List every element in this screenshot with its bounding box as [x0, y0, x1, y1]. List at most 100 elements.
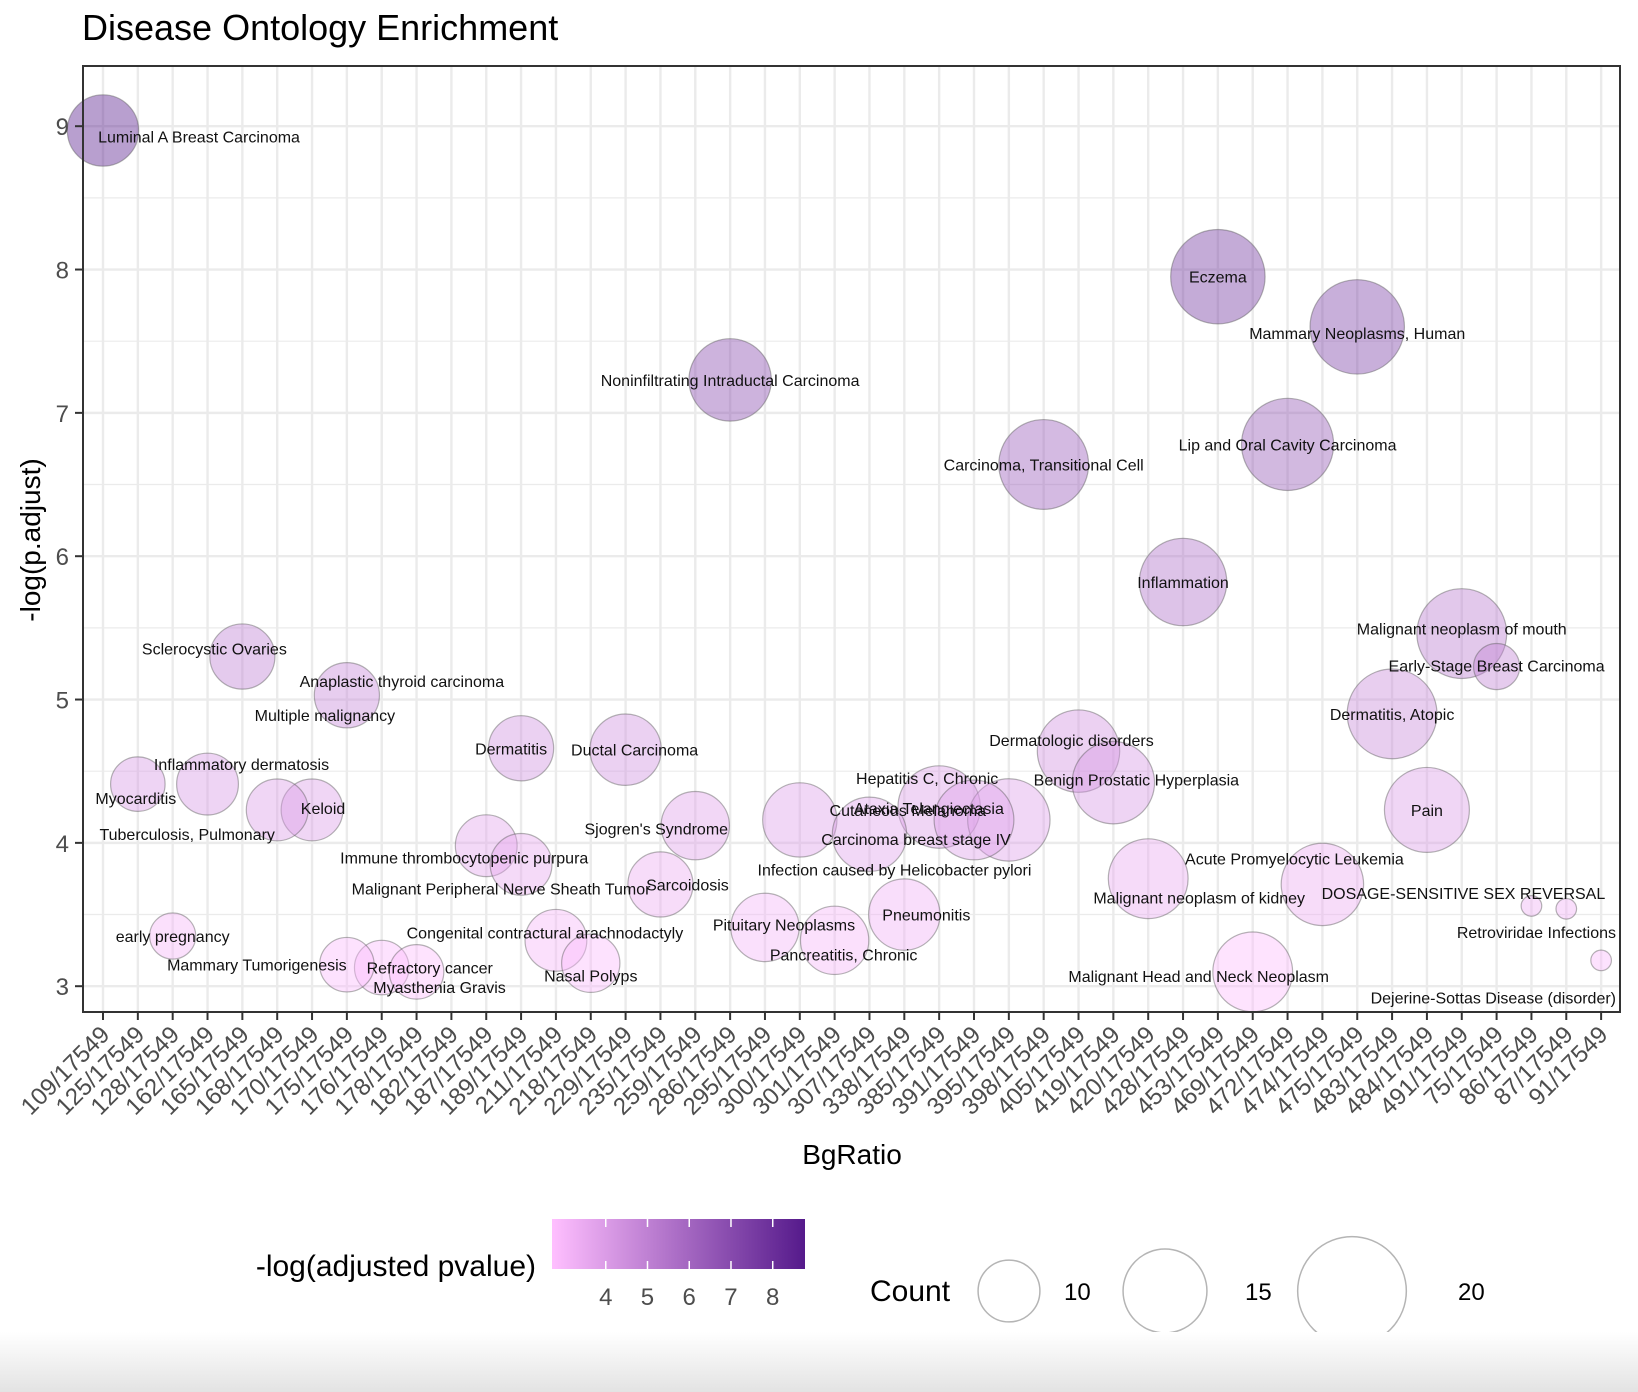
bubble-label: Multiple malignancy: [255, 708, 396, 725]
bubble-label: Ataxia Telangiectasia: [854, 801, 1004, 818]
bubble: [730, 892, 800, 963]
plot-area: [83, 66, 1620, 1012]
color-legend-title: -log(adjusted pvalue): [256, 1250, 536, 1283]
bubble: [209, 623, 276, 690]
bubble-label: Refractory cancer: [367, 961, 494, 978]
size-legend-circle: [1122, 1248, 1208, 1334]
bubble: [897, 765, 981, 849]
bubble: [1071, 740, 1156, 825]
y-tick-label: 4: [56, 831, 69, 858]
bubble-label: Infection caused by Helicobacter pylori: [758, 862, 1032, 879]
bubble-label: Carcinoma breast stage IV: [821, 832, 1011, 849]
bubble-label: Pancreatitis, Chronic: [770, 947, 918, 964]
bubble: [1555, 897, 1578, 920]
bubble: [176, 752, 240, 816]
bubble: [487, 715, 555, 782]
bubble: [1170, 228, 1266, 325]
bubble: [524, 908, 588, 972]
bubble-label: Sjogren's Syndrome: [584, 822, 728, 839]
color-legend-ticks: 4 5 6 7 8: [599, 1219, 779, 1311]
grid-lines: [83, 66, 1620, 1012]
bubble-label: Retroviridae Infections: [1457, 925, 1616, 942]
bubble: [66, 94, 140, 167]
bubble-label: Early-Stage Breast Carcinoma: [1389, 659, 1605, 676]
size-legend-label: 10: [1064, 1279, 1091, 1306]
color-legend-bar: [552, 1219, 805, 1269]
bubble-label: DOSAGE-SENSITIVE SEX REVERSAL: [1322, 886, 1606, 903]
bubble-label: early pregnancy: [116, 929, 230, 946]
bubble-label: Carcinoma, Transitional Cell: [944, 457, 1144, 474]
y-axis-label: -log(p.adjust): [15, 458, 46, 621]
bubble: [1107, 838, 1189, 920]
bubble-label: Inflammatory dermatosis: [154, 757, 329, 774]
bubble: [1590, 949, 1613, 972]
size-legend-label: 20: [1458, 1279, 1485, 1306]
bubble-label: Dermatitis: [475, 741, 547, 758]
window-bottom-shade: [0, 1332, 1638, 1392]
bubble-label: Luminal A Breast Carcinoma: [98, 130, 300, 147]
bubble-label: Noninfiltrating Intraductal Carcinoma: [601, 373, 860, 390]
plot-frame: [82, 65, 1621, 1013]
size-legend-circle: [977, 1259, 1041, 1323]
y-tick-label: 8: [56, 258, 69, 285]
bubble-label: Pain: [1411, 803, 1443, 820]
bubble-label: Sclerocystic Ovaries: [142, 642, 287, 659]
bubble: [933, 779, 1015, 861]
bubble: [353, 939, 410, 996]
bubble-label: Hepatitis C, Chronic: [856, 771, 998, 788]
y-tick-label: 9: [56, 114, 69, 141]
bubble-label: Benign Prostatic Hyperplasia: [1034, 773, 1240, 790]
bubble: [1280, 842, 1365, 927]
bubble: [1138, 537, 1228, 627]
size-legend: Count 10 15 20: [870, 1235, 1485, 1347]
size-legend-label: 15: [1245, 1279, 1272, 1306]
color-legend-tick-label: 8: [766, 1284, 779, 1311]
color-legend-tick-label: 7: [724, 1284, 737, 1311]
bubble: [313, 662, 381, 729]
bubble-label: Myocarditis: [95, 791, 176, 808]
size-legend-title: Count: [870, 1275, 951, 1308]
x-axis-ticks: 109/17549125/17549128/17549162/17549165/…: [16, 1012, 1613, 1120]
bubble-label: Dermatologic disorders: [989, 733, 1154, 750]
bubble-label: Malignant neoplasm of kidney: [1093, 891, 1305, 908]
bubble: [1346, 668, 1438, 760]
bubble: [1416, 588, 1508, 680]
bubble-label: Sarcoidosis: [646, 877, 729, 894]
bubble-label: Immune thrombocytopenic purpura: [340, 851, 588, 868]
bubble-label: Malignant Peripheral Nerve Sheath Tumor: [352, 881, 651, 898]
plot-border: [82, 65, 1621, 1013]
bubble: [998, 418, 1090, 510]
bubbles: [66, 94, 1613, 1013]
bubble-label: Pneumonitis: [882, 908, 970, 925]
y-tick-label: 3: [56, 974, 69, 1001]
plot-background: [83, 66, 1620, 1012]
bubble-label: Tuberculosis, Pulmonary: [99, 827, 274, 844]
bubble: [589, 713, 662, 786]
bubble-label: Cutaneous Melanoma: [830, 803, 987, 820]
bubble: [280, 778, 344, 842]
bubble: [831, 796, 908, 873]
bubble: [660, 790, 731, 861]
y-tick-label: 6: [56, 544, 69, 571]
bubble-labels: Luminal A Breast Carcinoma Eczema Mammary …: [95, 130, 1616, 1008]
bubble: [109, 756, 166, 812]
bubble-label: Myasthenia Gravis: [373, 980, 506, 997]
bubble: [967, 778, 1051, 862]
bubble-label: Dermatitis, Atopic: [1330, 707, 1454, 724]
size-legend-circle: [1296, 1235, 1408, 1347]
bubble-label: Dejerine-Sottas Disease (disorder): [1371, 990, 1616, 1007]
bubble-label: Eczema: [1189, 270, 1247, 287]
bubble-label: Nasal Polyps: [544, 968, 637, 985]
bubble-label: Congenital contractural arachnodactyly: [407, 925, 684, 942]
bubble-label: Lip and Oral Cavity Carcinoma: [1179, 437, 1397, 454]
bubble-label: Mammary Tumorigenesis: [167, 958, 347, 975]
bubble: [868, 878, 941, 951]
bubble-label: Anaplastic thyroid carcinoma: [300, 674, 505, 691]
bubble: [688, 338, 772, 422]
bubble: [319, 936, 375, 993]
bubble-label: Keloid: [301, 801, 345, 818]
bubble-label: Malignant neoplasm of mouth: [1357, 622, 1567, 639]
bubble: [489, 832, 553, 896]
bubble: [1383, 766, 1470, 853]
y-tick-label: 5: [56, 688, 69, 715]
